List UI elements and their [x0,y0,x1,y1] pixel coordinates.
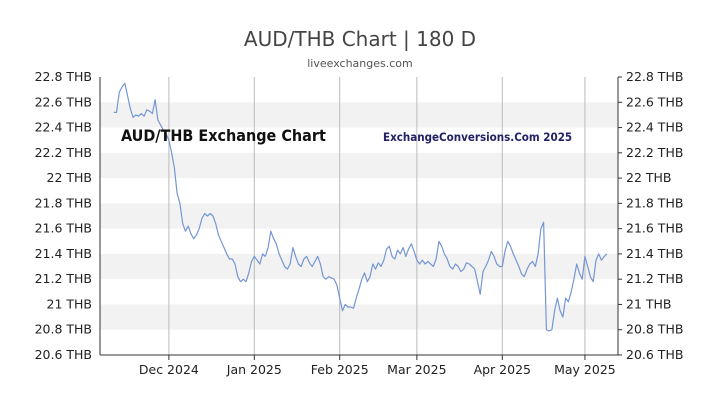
y-tick-label-right: 20.6 THB [626,347,683,362]
series-line [113,82,608,332]
y-axis-left: 22.8 THB 22.6 THB 22.4 THB 22.2 THB 22 THB 21… [35,69,92,362]
y-tick-label-right: 21.4 THB [626,246,683,261]
grid-band [100,102,618,128]
x-axis: Dec 2024 Jan 2025 Feb 2025 Mar 2025 Apr 2025… [139,355,616,377]
y-tick-label-left: 21.4 THB [35,246,92,261]
y-tick-label-left: 21.2 THB [35,271,92,286]
x-tick-label: Feb 2025 [311,362,369,377]
y-tick-label-right: 21.2 THB [626,271,683,286]
grid-band [100,253,618,280]
chart-title: AUD/THB Chart | 180 D [244,27,476,51]
grid-band [100,304,618,330]
y-tick-label-left: 20.8 THB [35,322,92,337]
y-tick-label-right: 21 THB [626,296,672,311]
y-tick-label-left: 21 THB [47,296,93,311]
x-tick-label: Jan 2025 [226,362,282,377]
x-tick-label: Mar 2025 [387,362,446,377]
y-tick-label-right: 20.8 THB [626,322,683,337]
grid-band [100,152,618,179]
vertical-gridlines [168,77,586,355]
x-tick-label: Dec 2024 [139,362,199,377]
y-tick-label-right: 22.2 THB [626,145,683,160]
y-tick-label-right: 21.8 THB [626,195,683,210]
y-tick-label-left: 22.8 THB [35,69,92,84]
y-tick-label-right: 22.4 THB [626,120,683,135]
watermark-right: ExchangeConversions.Com 2025 [383,130,572,144]
y-tick-label-left: 20.6 THB [35,347,92,362]
y-tick-label-right: 22.6 THB [626,94,683,109]
y-tick-label-left: 22.2 THB [35,145,92,160]
background-bands [100,102,618,330]
y-tick-label-left: 21.8 THB [35,195,92,210]
watermark-left: AUD/THB Exchange Chart [121,126,326,145]
grid-band [100,203,618,229]
x-tick-label: May 2025 [554,362,616,377]
y-tick-label-left: 22.4 THB [35,120,92,135]
y-tick-label-right: 22.8 THB [626,69,683,84]
y-tick-label-right: 21.6 THB [626,221,683,236]
aud-thb-line [113,82,608,332]
y-tick-label-left: 22 THB [47,170,93,185]
axes [99,77,619,356]
y-tick-label-left: 21.6 THB [35,221,92,236]
y-tick-label-right: 22 THB [626,170,672,185]
y-tick-label-left: 22.6 THB [35,94,92,109]
chart-subtitle: liveexchanges.com [307,57,412,70]
y-axis-right: 22.8 THB 22.6 THB 22.4 THB 22.2 THB 22 THB 21… [618,69,683,362]
x-tick-label: Apr 2025 [474,362,531,377]
